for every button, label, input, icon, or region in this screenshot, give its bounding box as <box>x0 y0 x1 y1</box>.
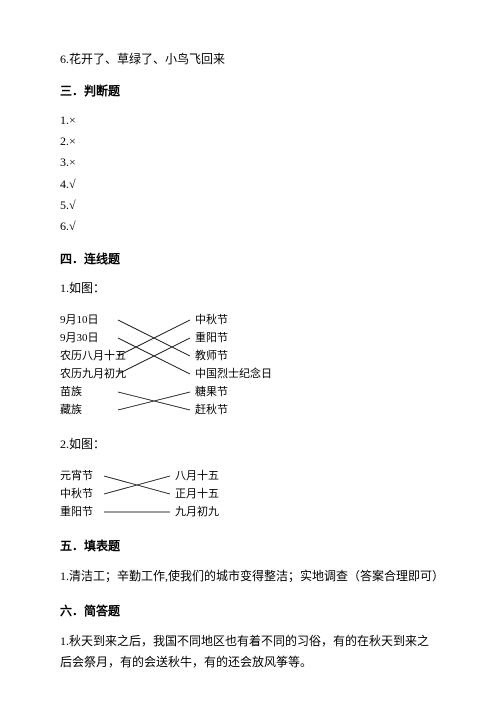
match-right-label: 糖果节 <box>195 383 285 401</box>
match-q1-label: 1.如图： <box>60 279 440 297</box>
match-right-label: 中国烈士纪念日 <box>195 365 285 383</box>
match-left-label: 9月30日 <box>60 329 150 347</box>
section-3-title: 三．判断题 <box>60 82 440 99</box>
match-left-label: 元宵节 <box>60 467 150 485</box>
match-left-label: 藏族 <box>60 401 150 419</box>
judge-item: 5.√ <box>60 196 440 215</box>
match-right-label: 赶秋节 <box>195 401 285 419</box>
judge-item: 2.× <box>60 132 440 151</box>
match-diagram-2: 元宵节中秋节重阳节 八月十五正月十五九月初九 <box>60 467 440 521</box>
match-q2-label: 2.如图： <box>60 435 440 453</box>
match-right-label: 九月初九 <box>175 503 265 521</box>
judge-item: 6.√ <box>60 217 440 236</box>
section-6-title: 六．简答题 <box>60 602 440 619</box>
match-right-label: 八月十五 <box>175 467 265 485</box>
match-left-label: 9月10日 <box>60 311 150 329</box>
match-diagram-1: 9月10日9月30日农历八月十五农历九月初九苗族藏族 中秋节重阳节教师节中国烈士纪… <box>60 311 440 419</box>
match-right-label: 中秋节 <box>195 311 285 329</box>
match-left-label: 苗族 <box>60 383 150 401</box>
match-right-label: 正月十五 <box>175 485 265 503</box>
judge-item: 1.× <box>60 111 440 130</box>
match-right-label: 教师节 <box>195 347 285 365</box>
section-4-title: 四．连线题 <box>60 250 440 267</box>
match-left-label: 农历八月十五 <box>60 347 150 365</box>
fill-answer-1: 1.清洁工；辛勤工作,使我们的城市变得整洁；实地调查（答案合理即可） <box>60 566 440 588</box>
short-answer-1: 1.秋天到来之后，我国不同地区也有着不同的习俗，有的在秋天到来之后会祭月，有的会… <box>60 631 440 674</box>
match-left-label: 农历九月初九 <box>60 365 150 383</box>
section-5-title: 五．填表题 <box>60 537 440 554</box>
judge-list: 1.× 2.× 3.× 4.√ 5.√ 6.√ <box>60 111 440 236</box>
match-left-label: 中秋节 <box>60 485 150 503</box>
item-6-text: 6.花开了、草绿了、小鸟飞回来 <box>60 50 440 68</box>
judge-item: 3.× <box>60 153 440 172</box>
match-right-label: 重阳节 <box>195 329 285 347</box>
judge-item: 4.√ <box>60 175 440 194</box>
match-left-label: 重阳节 <box>60 503 150 521</box>
